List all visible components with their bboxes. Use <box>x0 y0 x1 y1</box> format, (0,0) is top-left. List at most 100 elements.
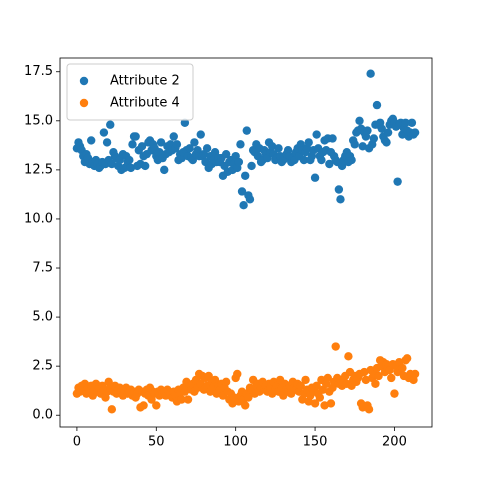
point <box>221 377 231 387</box>
point <box>241 401 250 410</box>
legend-label: Attribute 4 <box>110 96 180 111</box>
point <box>407 118 417 127</box>
legend-box <box>66 63 194 121</box>
point <box>328 134 337 143</box>
point <box>126 163 136 173</box>
point <box>236 140 245 149</box>
point <box>152 401 161 410</box>
point <box>131 132 140 141</box>
point <box>347 155 356 165</box>
point <box>371 379 380 389</box>
x-tick-label: 100 <box>223 435 248 450</box>
point <box>315 393 325 402</box>
point <box>296 381 305 390</box>
point <box>185 144 194 153</box>
point <box>156 138 166 147</box>
point <box>410 128 420 137</box>
point <box>323 373 332 383</box>
point <box>355 116 364 126</box>
y-tick-label: 0.0 <box>32 408 53 423</box>
plot-area <box>72 69 420 414</box>
legend-label: Attribute 2 <box>110 74 180 89</box>
y-tick-label: 5.0 <box>32 310 53 325</box>
point <box>139 401 148 410</box>
y-tick-label: 15.0 <box>24 113 53 128</box>
point <box>310 173 320 182</box>
point <box>180 387 190 396</box>
point <box>202 144 212 153</box>
point <box>274 144 283 153</box>
legend: Attribute 2 Attribute 4 <box>66 63 194 121</box>
point <box>393 177 402 186</box>
point <box>299 155 309 165</box>
point <box>312 381 321 390</box>
legend-marker <box>79 76 89 86</box>
point <box>196 130 205 139</box>
point <box>99 128 109 137</box>
point <box>172 140 182 149</box>
point <box>401 118 410 127</box>
point <box>344 352 353 361</box>
point <box>310 399 320 408</box>
point <box>317 155 326 165</box>
point <box>410 369 420 379</box>
point <box>160 165 169 175</box>
point <box>360 367 369 377</box>
point <box>358 142 367 151</box>
point <box>363 126 372 135</box>
point <box>128 140 137 149</box>
point <box>239 201 248 210</box>
point <box>387 373 396 383</box>
point <box>382 138 391 147</box>
point <box>304 138 313 147</box>
x-tick-label: 50 <box>148 435 165 450</box>
point <box>245 195 255 204</box>
x-tick-label: 0 <box>73 435 81 450</box>
point <box>361 375 371 385</box>
point <box>369 134 379 143</box>
y-tick-label: 2.5 <box>32 359 53 374</box>
point <box>334 185 344 194</box>
point <box>177 395 186 404</box>
legend-marker <box>79 98 89 108</box>
point <box>233 369 242 379</box>
point <box>398 363 407 373</box>
point <box>180 118 190 127</box>
point <box>320 401 329 410</box>
point <box>242 126 251 135</box>
point <box>137 142 147 151</box>
point <box>366 69 375 78</box>
point <box>326 399 336 408</box>
point <box>374 371 383 381</box>
point <box>234 157 244 167</box>
point <box>190 138 199 147</box>
point <box>244 393 253 402</box>
point <box>402 354 412 363</box>
point <box>331 342 340 351</box>
point <box>312 130 321 139</box>
point <box>377 124 386 133</box>
point <box>106 120 115 129</box>
point <box>247 161 256 171</box>
point <box>107 159 117 169</box>
y-tick-label: 12.5 <box>24 162 53 177</box>
point <box>237 187 247 196</box>
point <box>169 132 178 141</box>
x-tick-label: 150 <box>303 435 328 450</box>
point <box>350 140 359 149</box>
point <box>125 155 134 165</box>
point <box>102 138 112 147</box>
y-tick-label: 7.5 <box>32 261 53 276</box>
point <box>241 171 250 180</box>
point <box>383 128 393 137</box>
point <box>325 159 334 169</box>
point <box>336 195 345 204</box>
point <box>107 405 117 414</box>
point <box>140 161 150 171</box>
y-tick-label: 10.0 <box>24 211 53 226</box>
point <box>183 395 193 404</box>
point <box>301 375 310 385</box>
point <box>267 142 277 151</box>
